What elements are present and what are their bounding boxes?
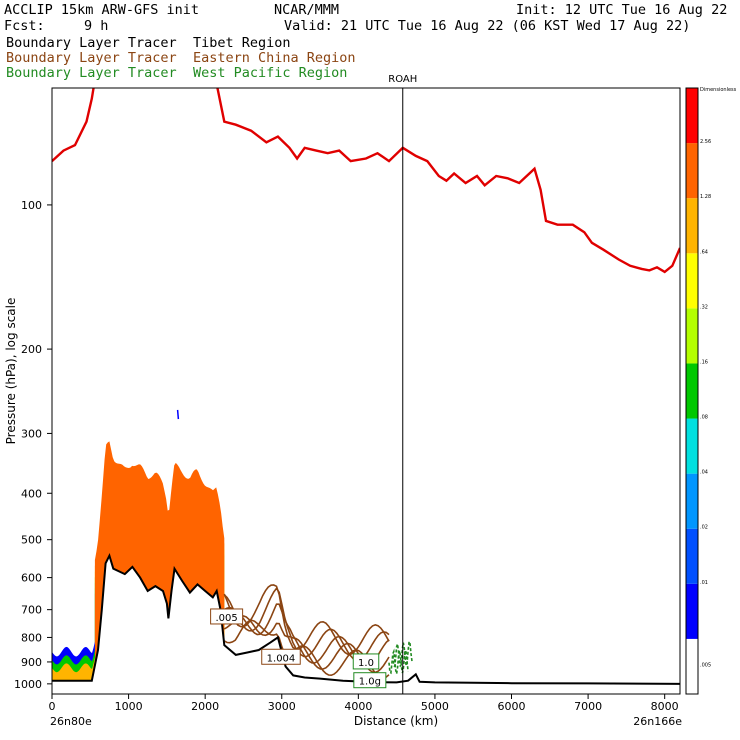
colorbar-label-10: Dimensionless: [700, 87, 737, 93]
colorbar-segment-0: [686, 638, 698, 694]
x-tick-label-1: 1000: [115, 700, 143, 713]
legend-west-pacific: Boundary Layer Tracer West Pacific Regio…: [6, 65, 347, 81]
y-tick-label-3: 400: [21, 487, 42, 500]
eastern-china-contour-4: [223, 584, 390, 656]
legend-eastern-china: Boundary Layer Tracer Eastern China Regi…: [6, 50, 356, 66]
contour-label-box-1: [261, 648, 301, 665]
contour-label-2: 1.0: [358, 658, 374, 669]
y-tick-label-6: 700: [21, 604, 42, 617]
tracer-band-6: [94, 441, 225, 666]
colorbar-segment-4: [686, 418, 698, 474]
plot-area: [52, 88, 680, 685]
colorbar-label-5: .16: [700, 359, 708, 365]
colorbar-label-2: .02: [700, 525, 708, 531]
x-start-label: 26n80e: [50, 715, 92, 728]
colorbar-segment-1: [686, 583, 698, 639]
y-tick-label-8: 900: [21, 656, 42, 669]
west-pacific-contour-0: [392, 638, 413, 668]
y-tick-label-2: 300: [21, 427, 42, 440]
west-pacific-contour-1: [388, 648, 409, 675]
legend-eastern-china-label: Boundary Layer Tracer: [6, 50, 177, 66]
x-end-label: 26n166e: [633, 715, 682, 728]
y-tick-label-4: 500: [21, 534, 42, 547]
legend-tibet-label: Boundary Layer Tracer: [6, 35, 177, 51]
legend-eastern-china-region: Eastern China Region: [192, 50, 356, 66]
forecast-value: 9 h: [84, 18, 109, 34]
colorbar-segment-8: [686, 198, 698, 254]
valid-time: Valid: 21 UTC Tue 16 Aug 22 (06 KST Wed …: [284, 18, 691, 34]
colorbar-segment-6: [686, 308, 698, 364]
x-tick-label-0: 0: [49, 700, 56, 713]
colorbar-frame: [685, 87, 699, 695]
init-time: Init: 12 UTC Tue 16 Aug 22: [516, 2, 728, 18]
x-tick-label-4: 4000: [344, 700, 372, 713]
legend-tibet: Boundary Layer Tracer Tibet Region: [6, 35, 291, 51]
x-tick-label-7: 7000: [574, 700, 602, 713]
contour-label-3: 1.0g: [359, 677, 381, 688]
model-title: ACCLIP 15km ARW-GFS init: [4, 2, 200, 18]
colorbar-segment-5: [686, 363, 698, 419]
colorbar-segment-3: [686, 473, 698, 529]
x-tick-label-8: 8000: [651, 700, 679, 713]
colorbar-segment-7: [686, 253, 698, 309]
y-axis-label: Pressure (hPa), log scale: [4, 298, 18, 445]
forecast-label: Fcst:: [4, 18, 45, 34]
eastern-china-contour-0: [223, 619, 390, 679]
legend-west-pacific-region: West Pacific Region: [192, 65, 348, 81]
x-tick-label-5: 5000: [421, 700, 449, 713]
colorbar-label-4: .08: [700, 415, 708, 421]
colorbar-label-3: .04: [700, 470, 708, 476]
tropopause-line: [52, 88, 680, 274]
y-tick-label-7: 800: [21, 631, 42, 644]
plot-frame: [51, 87, 681, 695]
terrain-line: [52, 552, 680, 685]
y-tick-label-1: 200: [21, 343, 42, 356]
stray-blue-mark: [176, 409, 180, 420]
colorbar-segment-2: [686, 528, 698, 584]
x-tick-label-6: 6000: [498, 700, 526, 713]
colorbar-label-1: .01: [700, 580, 708, 586]
y-tick-label-0: 100: [21, 199, 42, 212]
colorbar-segment-9: [686, 143, 698, 199]
roah-marker-label: ROAH: [388, 74, 417, 85]
legend-west-pacific-label: Boundary Layer Tracer: [6, 65, 177, 81]
x-tick-label-3: 3000: [268, 700, 296, 713]
eastern-china-contour-3: [223, 587, 390, 662]
contour-label-box-0: [210, 608, 244, 625]
contour-label-1: 1.004: [267, 653, 296, 664]
colorbar-label-0: .005: [700, 662, 711, 668]
colorbar-label-8: 1.28: [700, 194, 711, 200]
contour-label-box-3: [353, 672, 387, 689]
contour-label-0: .005: [215, 613, 237, 624]
colorbar-label-7: .64: [700, 249, 708, 255]
left-plume-band-2: [52, 657, 95, 681]
colorbar-segment-10: [686, 88, 698, 144]
colorbar-label-6: .32: [700, 304, 708, 310]
organization-label: NCAR/MMM: [274, 2, 340, 18]
y-tick-label-5: 600: [21, 572, 42, 585]
x-tick-label-2: 2000: [191, 700, 219, 713]
y-tick-label-9: 1000: [14, 678, 42, 691]
legend-tibet-region: Tibet Region: [192, 35, 291, 51]
x-axis-label: Distance (km): [354, 714, 438, 728]
contour-label-box-2: [352, 653, 380, 670]
colorbar-label-9: 2.56: [700, 139, 711, 145]
